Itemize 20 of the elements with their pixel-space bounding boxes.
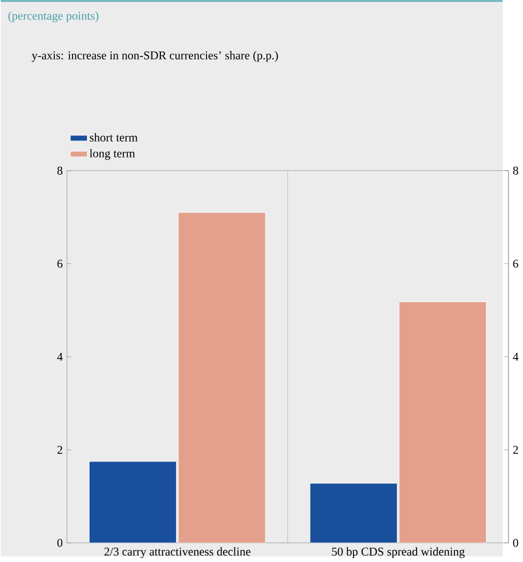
y-tick-label: 2	[513, 446, 518, 454]
y-tick-label: 8	[513, 166, 518, 175]
bar	[310, 483, 398, 543]
x-tick-label: 50 bp CDS spread widening	[332, 547, 465, 558]
y2-tick-label: 8	[58, 166, 63, 175]
text: y-axis: increase in non-SDR currencies’ share (p.p.)	[32, 51, 278, 62]
legend-label: short term	[90, 133, 138, 142]
y2-tick-label: 0	[58, 538, 63, 547]
bar	[89, 461, 177, 543]
x-tick-label: 2/3 carry attractiveness decline	[104, 547, 251, 558]
y-tick-label: 6	[513, 260, 518, 268]
y-tick-label: 0	[513, 538, 518, 547]
y2-tick-label: 2	[58, 446, 62, 454]
bar	[399, 302, 487, 543]
chart-subtitle: (percentage points)	[8, 11, 99, 22]
bar	[178, 212, 266, 543]
y2-tick-label: 6	[58, 260, 63, 268]
legend-label: long term	[90, 149, 136, 160]
y-tick-label: 4	[513, 352, 519, 361]
y2-tick-label: 4	[57, 352, 63, 361]
